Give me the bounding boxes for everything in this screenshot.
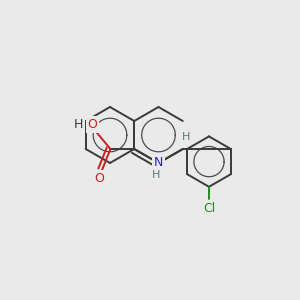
Text: H: H [182, 132, 190, 142]
Text: O: O [88, 118, 98, 131]
Text: Cl: Cl [203, 202, 215, 215]
Text: N: N [154, 157, 163, 169]
Text: O: O [94, 172, 104, 184]
Text: H: H [152, 170, 160, 180]
Text: H: H [74, 118, 83, 131]
